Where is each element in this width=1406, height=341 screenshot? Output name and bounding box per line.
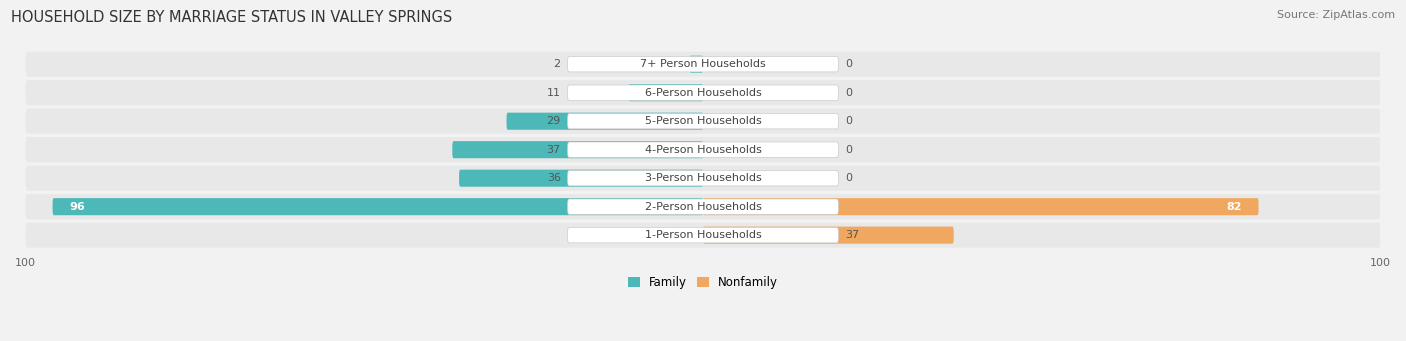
FancyBboxPatch shape	[568, 114, 838, 129]
Text: 36: 36	[547, 173, 561, 183]
Text: 0: 0	[845, 59, 852, 69]
Text: 82: 82	[1226, 202, 1241, 212]
FancyBboxPatch shape	[453, 141, 703, 158]
Text: HOUSEHOLD SIZE BY MARRIAGE STATUS IN VALLEY SPRINGS: HOUSEHOLD SIZE BY MARRIAGE STATUS IN VAL…	[11, 10, 453, 25]
Text: 0: 0	[845, 173, 852, 183]
Text: 5-Person Households: 5-Person Households	[644, 116, 762, 126]
Text: 96: 96	[69, 202, 86, 212]
Text: 2: 2	[554, 59, 561, 69]
FancyBboxPatch shape	[568, 227, 838, 243]
Text: 7+ Person Households: 7+ Person Households	[640, 59, 766, 69]
Text: 0: 0	[845, 145, 852, 155]
FancyBboxPatch shape	[703, 227, 953, 244]
FancyBboxPatch shape	[568, 57, 838, 72]
FancyBboxPatch shape	[25, 137, 1381, 162]
FancyBboxPatch shape	[25, 80, 1381, 105]
Legend: Family, Nonfamily: Family, Nonfamily	[623, 271, 783, 294]
Text: 6-Person Households: 6-Person Households	[644, 88, 762, 98]
Text: 37: 37	[547, 145, 561, 155]
Text: 1-Person Households: 1-Person Households	[644, 230, 762, 240]
Text: Source: ZipAtlas.com: Source: ZipAtlas.com	[1277, 10, 1395, 20]
Text: 11: 11	[547, 88, 561, 98]
FancyBboxPatch shape	[628, 84, 703, 101]
FancyBboxPatch shape	[25, 52, 1381, 77]
FancyBboxPatch shape	[703, 198, 1258, 215]
FancyBboxPatch shape	[506, 113, 703, 130]
Text: 0: 0	[845, 88, 852, 98]
FancyBboxPatch shape	[568, 142, 838, 158]
FancyBboxPatch shape	[568, 85, 838, 100]
Text: 2-Person Households: 2-Person Households	[644, 202, 762, 212]
Text: 37: 37	[845, 230, 859, 240]
Text: 0: 0	[845, 116, 852, 126]
FancyBboxPatch shape	[25, 223, 1381, 248]
FancyBboxPatch shape	[25, 109, 1381, 134]
Text: 29: 29	[547, 116, 561, 126]
FancyBboxPatch shape	[25, 194, 1381, 219]
FancyBboxPatch shape	[25, 166, 1381, 191]
FancyBboxPatch shape	[460, 169, 703, 187]
Text: 4-Person Households: 4-Person Households	[644, 145, 762, 155]
FancyBboxPatch shape	[568, 170, 838, 186]
FancyBboxPatch shape	[52, 198, 703, 215]
Text: 3-Person Households: 3-Person Households	[644, 173, 762, 183]
FancyBboxPatch shape	[568, 199, 838, 214]
FancyBboxPatch shape	[689, 56, 703, 73]
